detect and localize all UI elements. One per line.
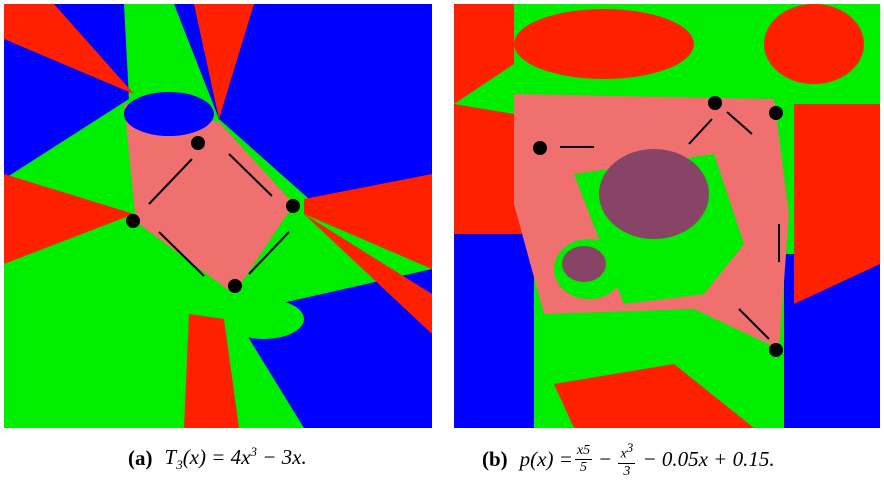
math: 5 — [580, 460, 587, 476]
formula: T3(x) = 4x3 − 3x. — [165, 444, 307, 473]
math: (x) = 4x — [183, 445, 251, 469]
math: 3 — [627, 440, 634, 455]
caption-label: (b) — [482, 447, 508, 472]
caption-a: (a) T3(x) = 4x3 − 3x. — [128, 444, 307, 473]
numerator: x3 — [618, 440, 635, 464]
basin-image-a — [4, 4, 432, 428]
math: T — [165, 445, 177, 469]
caption-label: (a) — [128, 446, 153, 471]
math: − 3x. — [257, 445, 307, 469]
figure-page: (a) T3(x) = 4x3 − 3x. (b) p(x) = x55 − x… — [0, 0, 884, 484]
math: − 0.05x + 0.15. — [637, 447, 774, 472]
math: p(x) = — [520, 447, 573, 472]
math: − — [594, 447, 616, 472]
math: 3 — [623, 464, 630, 480]
math: x5 — [575, 443, 592, 460]
basin-image-b — [454, 4, 880, 428]
